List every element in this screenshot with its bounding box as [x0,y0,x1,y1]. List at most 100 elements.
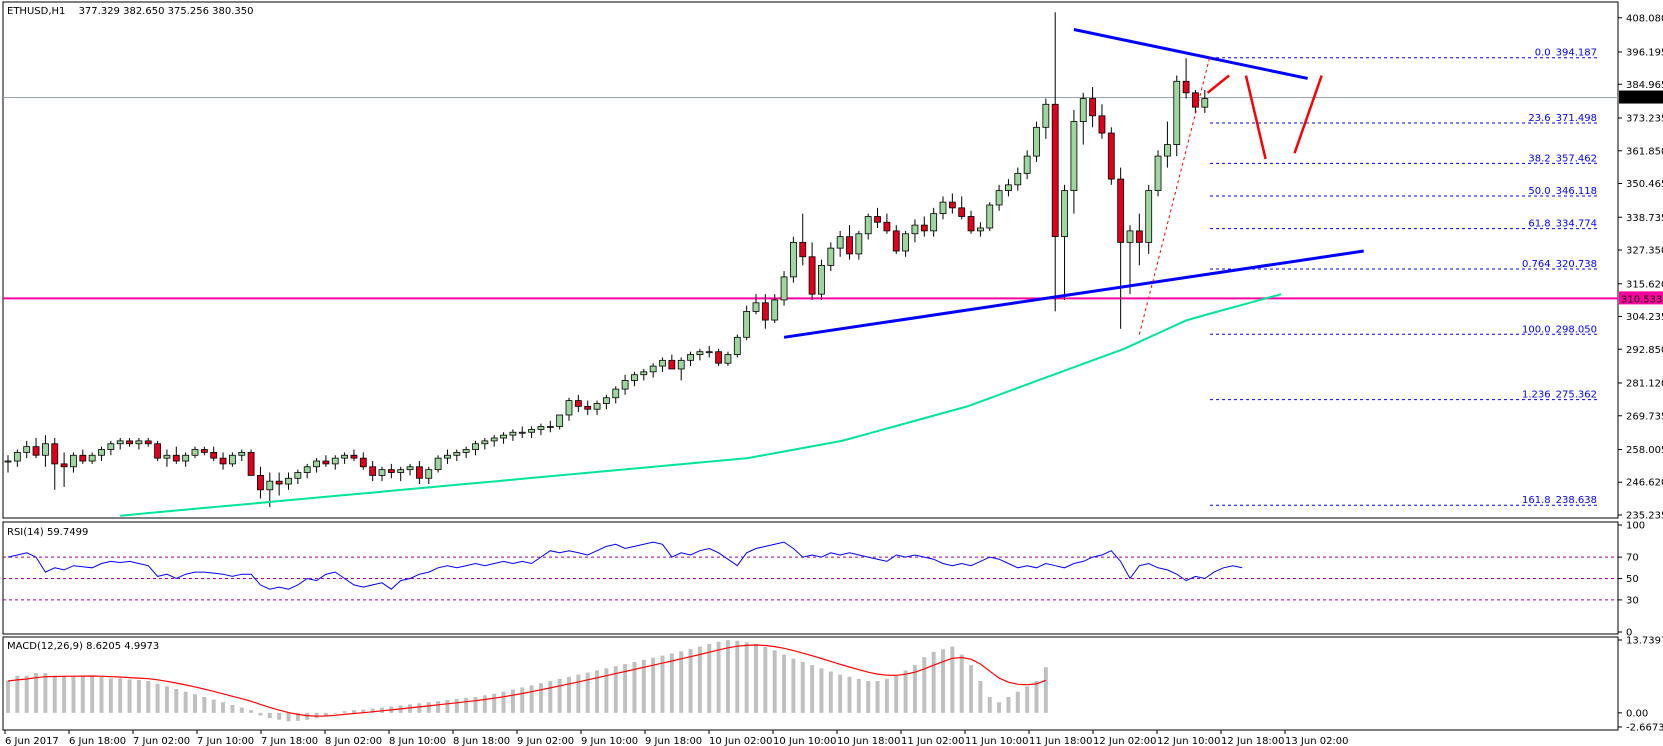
bear-candle [668,359,676,370]
bull-candle [313,460,320,468]
fib-price: 298.050 [1556,324,1597,335]
macd-histogram-bar [585,672,590,713]
fib-ratio: 23.6 [1528,113,1550,124]
price-plot: 0.0 394.187 23.6 371.498 38.2 357.462 50.0 346.… [3,12,1618,517]
macd-plot [6,640,1048,722]
bull-candle [827,247,835,266]
macd-panel-title: MACD(12,26,9) 8.6205 4.9973 [7,641,159,652]
macd-histogram-bar [34,673,39,713]
bull-candle [743,311,751,338]
macd-histogram-bar [164,686,169,713]
macd-histogram-bar [819,668,824,713]
current-price-label: 380.350 [1621,94,1662,105]
bear-candle [799,241,807,258]
macd-histogram-bar [295,712,300,721]
macd-histogram-bar [108,678,113,713]
macd-histogram-bar [922,657,927,713]
x-tick-label: 7 Jun 10:00 [197,736,254,746]
bear-candle [247,451,255,476]
bull-candle [107,443,115,450]
macd-histogram-bar [24,675,29,713]
pivot-level-badge [1619,291,1663,305]
macd-histogram-bar [828,671,833,713]
bull-candle [537,426,545,430]
bear-candle [32,446,40,456]
x-tick-label: 12 Jun 18:00 [1221,736,1285,746]
bull-candle [640,371,648,376]
macd-histogram-bar [267,712,272,719]
bull-candle [425,469,433,479]
bull-candle [228,454,236,465]
macd-histogram-bar [323,712,328,716]
bear-candle [584,405,592,410]
macd-histogram-bar [969,665,974,713]
macd-histogram-bar [370,708,375,713]
fib-price: 320.738 [1556,259,1597,270]
bear-candle [200,449,208,453]
macd-histogram-bar [43,673,48,713]
bull-candle [677,359,685,370]
bull-candle [546,426,554,428]
price-y-tick-label: 338.735 [1626,213,1663,224]
macd-histogram-bar [249,710,254,713]
macd-histogram-bar [912,665,917,713]
rsi-y-tick-label: 30 [1626,595,1639,606]
price-panel-title: ETHUSD,H1 377.329 382.650 375.256 380.35… [7,6,254,17]
macd-histogram-bar [763,647,768,713]
macd-histogram-bar [903,670,908,713]
fib-level-label: 100.0 298.050 [1522,324,1597,335]
rising-support-trendline [783,249,1364,339]
bull-candle [116,440,124,445]
macd-histogram-bar [716,641,721,713]
fib-ratio: 161.8 [1522,495,1551,506]
macd-histogram-bar [482,695,487,713]
macd-histogram-bar [725,640,730,713]
macd-histogram-bar [417,703,422,713]
macd-histogram-bar [679,651,684,713]
projection-segment [1293,75,1323,154]
price-y-tick-label: 292.850 [1626,345,1663,356]
rsi-y-tick-label: 50 [1626,574,1639,585]
macd-histogram-bar [1043,667,1048,713]
x-tick-label: 9 Jun 10:00 [581,736,638,746]
macd-histogram-bar [529,685,534,713]
macd-histogram-bar [314,712,319,719]
bull-candle [705,351,713,354]
macd-histogram-bar [473,696,478,713]
bull-candle [42,443,49,456]
macd-histogram-bar [136,679,141,713]
pivot-level-label: 310.533 [1621,294,1662,305]
bull-candle [995,190,1003,206]
axes: 408.080 396.195 384.965 373.235 361.850 350.4… [4,13,1663,746]
bull-candle [771,299,779,321]
x-tick-label: 11 Jun 18:00 [1029,736,1093,746]
x-tick-label: 12 Jun 10:00 [1157,736,1221,746]
price-y-tick-label: 396.195 [1626,47,1663,58]
macd-histogram-bar [436,701,441,713]
macd-histogram-bar [277,712,282,720]
bull-candle [490,437,498,442]
macd-histogram-bar [744,642,749,713]
fib-ratio: 0.764 [1522,259,1551,270]
bear-candle [51,443,59,465]
x-tick-label: 7 Jun 18:00 [261,736,318,746]
price-y-tick-label: 281.120 [1626,379,1663,390]
macd-histogram-bar [595,670,600,713]
bull-candle [434,457,442,471]
macd-histogram-bar [754,643,758,713]
bear-candle [144,440,152,445]
macd-histogram-bar [464,698,469,713]
macd-histogram-bar [90,675,95,713]
macd-y-tick-label: 13.7397 [1626,636,1663,647]
macd-histogram-bar [782,654,787,713]
bull-candle [556,414,564,427]
price-y-tick-label: 327.350 [1626,246,1663,257]
macd-histogram-bar [333,712,338,714]
bull-candle [593,403,601,410]
bull-candle [612,388,620,399]
bull-candle [135,440,143,445]
bull-candle [397,469,405,473]
x-tick-label: 10 Jun 18:00 [837,736,901,746]
macd-histogram-bar [221,702,226,713]
bull-candle [331,457,339,465]
